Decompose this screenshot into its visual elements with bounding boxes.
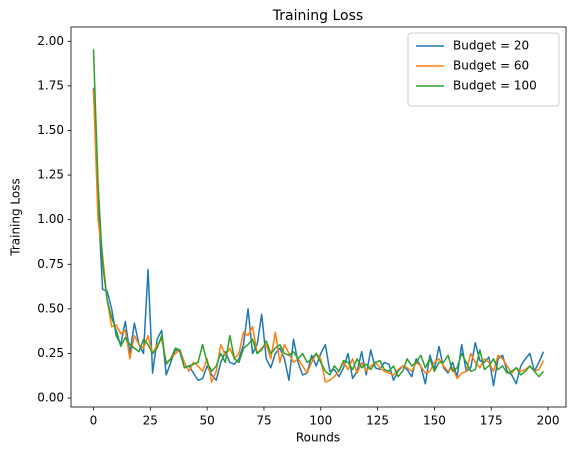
y-tick-label: 1.50 xyxy=(37,123,64,137)
y-axis-label: Training Loss xyxy=(9,178,23,256)
y-tick-label: 0.50 xyxy=(37,301,64,315)
x-tick-label: 150 xyxy=(423,414,446,428)
legend-box xyxy=(407,32,560,107)
legend-label: Budget = 100 xyxy=(453,79,537,93)
y-tick-label: 1.25 xyxy=(37,168,64,182)
x-tick-label: 50 xyxy=(199,414,214,428)
line-series xyxy=(92,49,545,378)
legend-label: Budget = 60 xyxy=(453,59,529,73)
x-tick-label: 25 xyxy=(143,414,158,428)
x-tick-label: 75 xyxy=(256,414,271,428)
plot-frame xyxy=(70,26,567,408)
y-tick-label: 1.00 xyxy=(37,212,64,226)
y-tick-label: 0.00 xyxy=(37,391,64,405)
line-series xyxy=(92,87,545,387)
legend-label: Budget = 20 xyxy=(453,39,529,53)
y-tick-label: 0.25 xyxy=(37,346,64,360)
y-tick-label: 1.75 xyxy=(37,78,64,92)
x-tick-label: 125 xyxy=(366,414,389,428)
x-tick-label: 175 xyxy=(480,414,503,428)
chart-title: Training Loss xyxy=(272,8,363,24)
x-axis-label: Rounds xyxy=(296,431,340,445)
x-tick-label: 200 xyxy=(537,414,560,428)
y-tick-label: 2.00 xyxy=(37,34,64,48)
y-tick-label: 0.75 xyxy=(37,257,64,271)
x-tick-label: 100 xyxy=(309,414,332,428)
x-tick-label: 0 xyxy=(90,414,98,428)
